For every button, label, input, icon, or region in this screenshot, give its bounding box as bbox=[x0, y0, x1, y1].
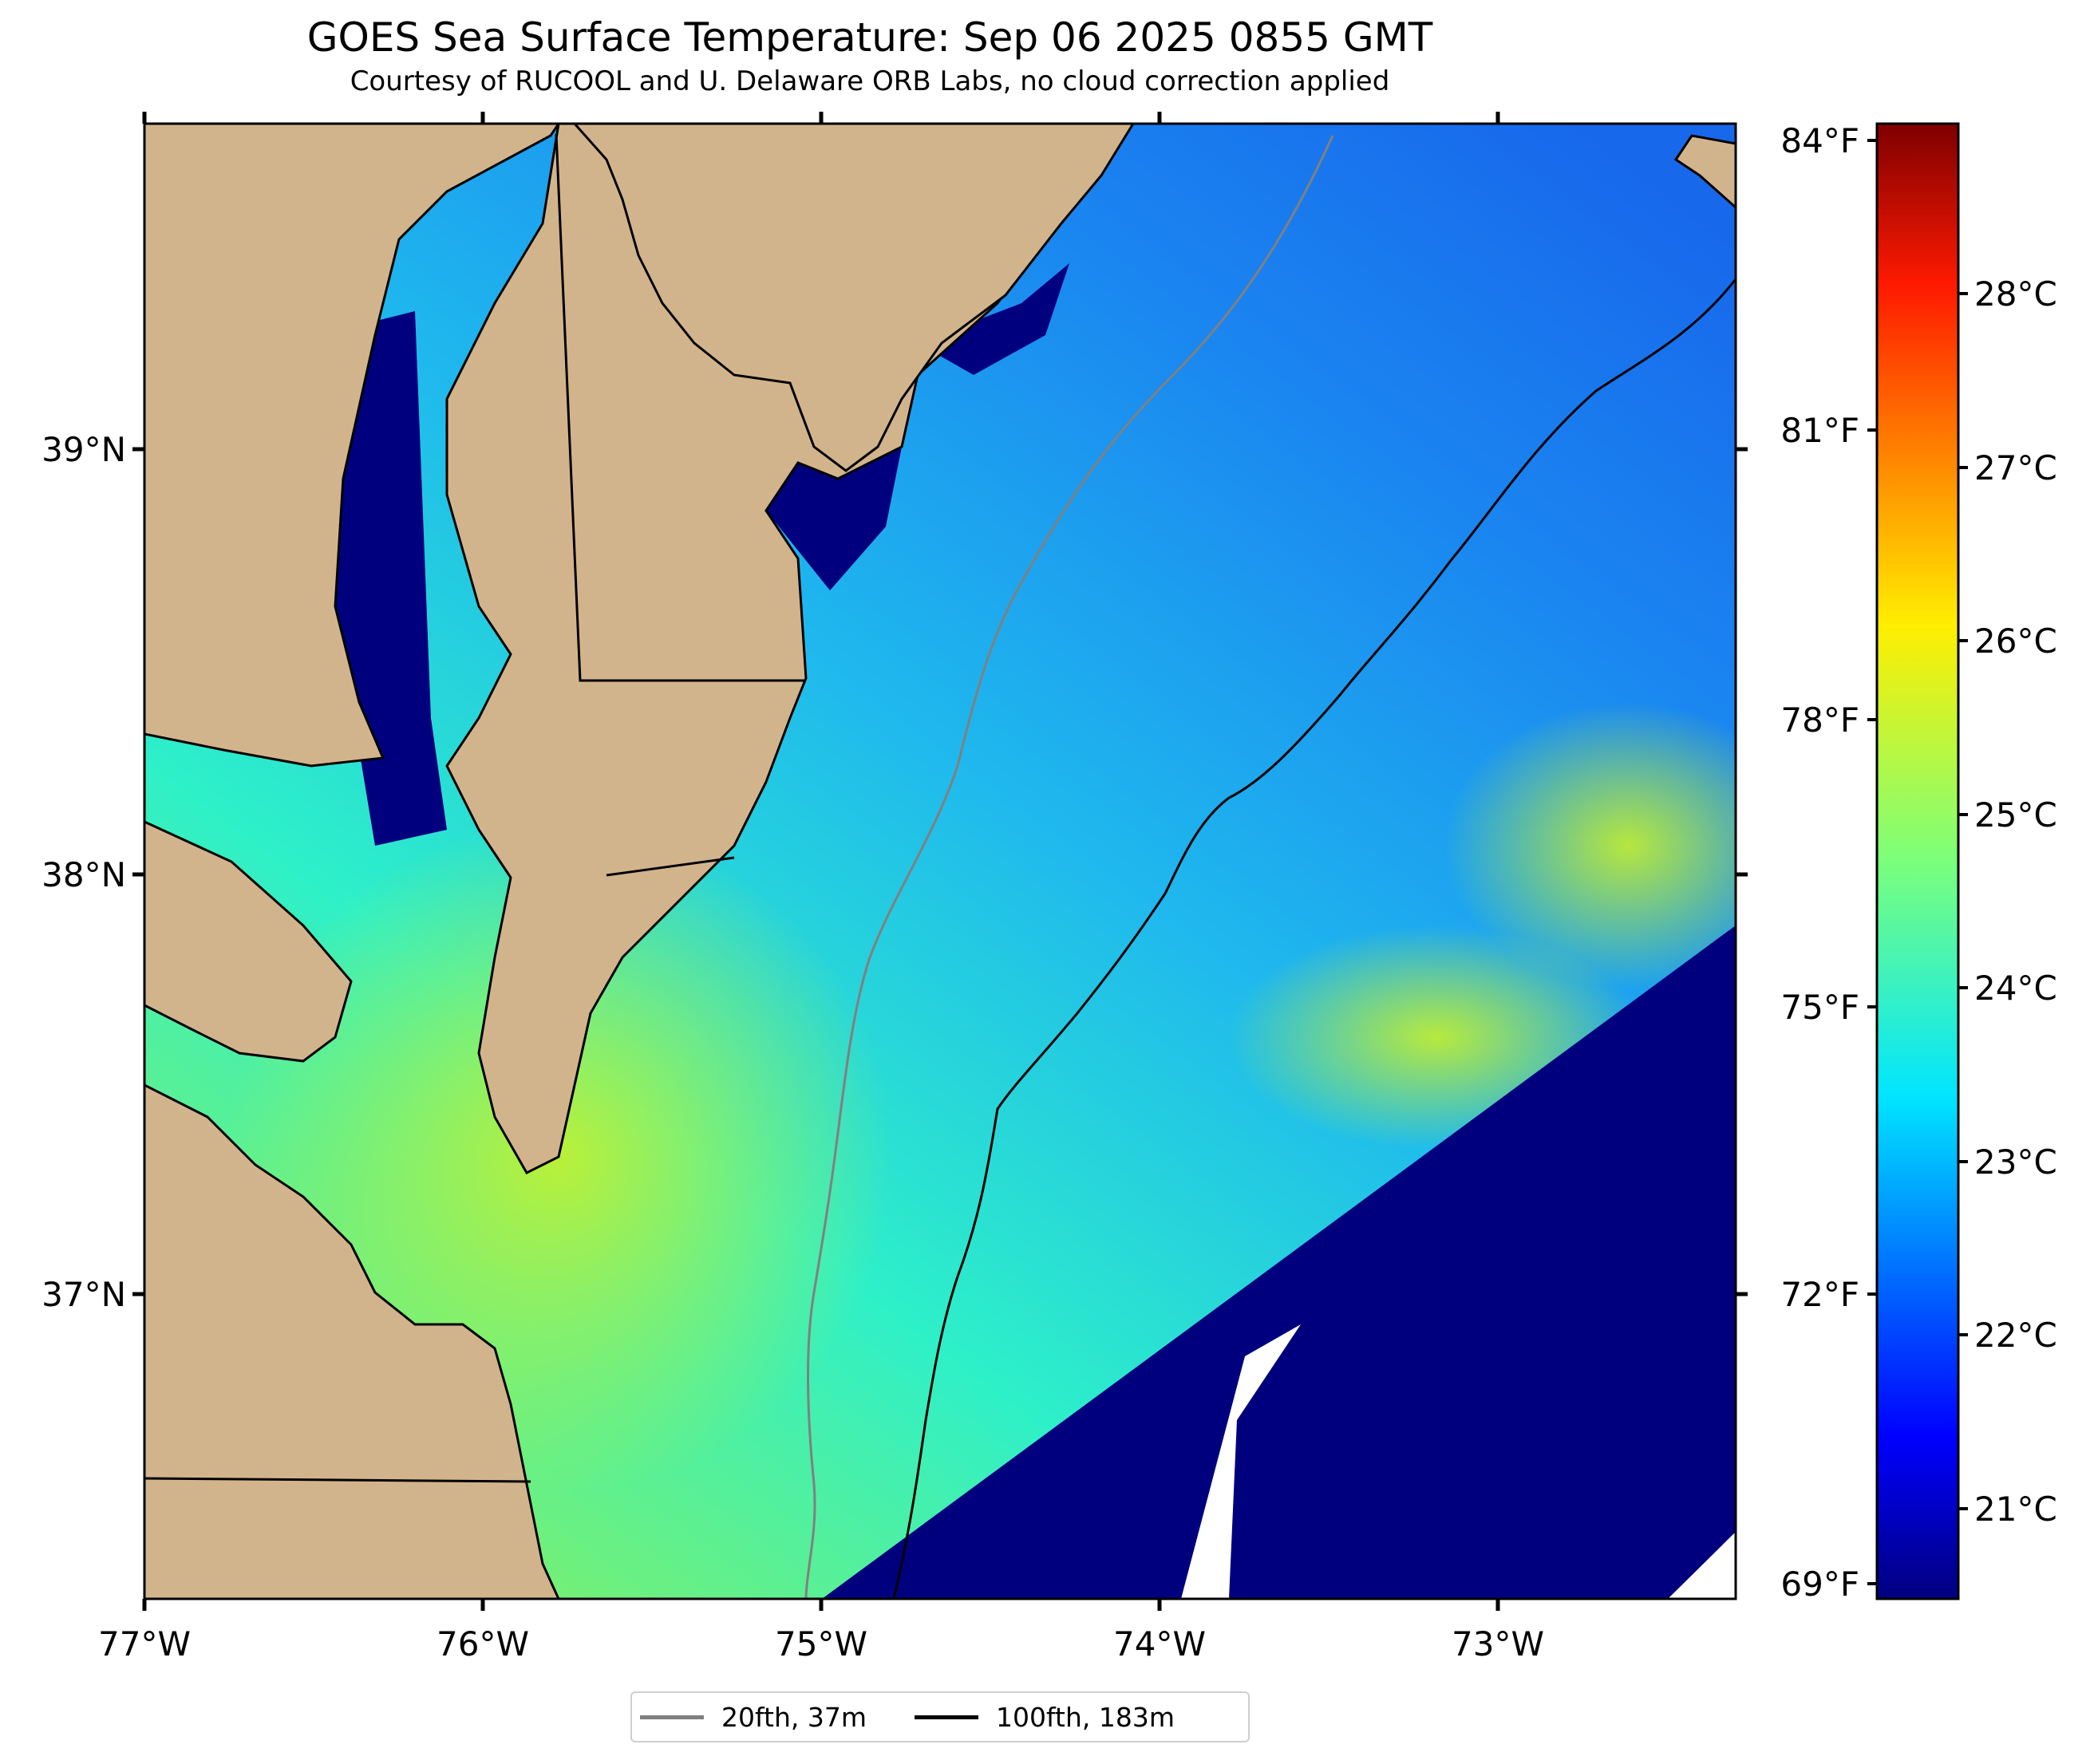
legend-label-100fth: 100fth, 183m bbox=[996, 1701, 1175, 1733]
colorbar-f-75: 75°F bbox=[1780, 988, 1859, 1027]
colorbar-c-21: 21°C bbox=[1974, 1490, 2057, 1529]
map-panel bbox=[144, 124, 1736, 1599]
lon-label-76w: 76°W bbox=[437, 1624, 529, 1663]
land-virginia-south bbox=[144, 1083, 560, 1599]
lat-label-39n: 39°N bbox=[41, 430, 126, 469]
legend-label-20fth: 20fth, 37m bbox=[721, 1701, 867, 1733]
colorbar-c-23: 23°C bbox=[1974, 1142, 2057, 1182]
colorbar-c-24: 24°C bbox=[1974, 969, 2057, 1008]
lat-label-37n: 37°N bbox=[41, 1275, 126, 1314]
land-new-york bbox=[1673, 134, 1736, 210]
border-va-nc bbox=[144, 1477, 531, 1483]
isobath-20fth bbox=[804, 135, 1334, 1599]
land-virginia-west bbox=[144, 820, 353, 1063]
map-frame bbox=[143, 122, 1737, 1600]
colorbar-c-25: 25°C bbox=[1974, 795, 2057, 835]
legend-line-gray bbox=[640, 1715, 704, 1719]
cold-nj-coast bbox=[918, 263, 1069, 375]
isobath-legend: 20fth, 37m 100fth, 183m bbox=[630, 1691, 1250, 1742]
colorbar-f-84: 84°F bbox=[1780, 121, 1859, 160]
lon-label-73w: 73°W bbox=[1452, 1624, 1544, 1663]
legend-line-black bbox=[915, 1715, 978, 1719]
map-title: GOES Sea Surface Temperature: Sep 06 202… bbox=[306, 14, 1433, 61]
colorbar bbox=[1875, 122, 1960, 1600]
colorbar-c-28: 28°C bbox=[1974, 274, 2057, 314]
border-md-va bbox=[606, 856, 735, 877]
map-subtitle: Courtesy of RUCOOL and U. Delaware ORB L… bbox=[350, 65, 1390, 97]
land-new-jersey bbox=[572, 124, 1135, 472]
land-delmarva bbox=[445, 124, 1127, 1174]
lon-label-74w: 74°W bbox=[1113, 1624, 1206, 1663]
nodata-area-corner bbox=[1668, 1532, 1736, 1599]
colorbar-f-81: 81°F bbox=[1780, 411, 1859, 450]
legend-item-100fth: 100fth, 183m bbox=[915, 1702, 1175, 1733]
land-maryland-west bbox=[144, 124, 560, 768]
lat-label-38n: 38°N bbox=[41, 855, 126, 894]
colorbar-c-27: 27°C bbox=[1974, 448, 2057, 487]
lon-label-75w: 75°W bbox=[775, 1624, 867, 1663]
warm-offshore-patch bbox=[1444, 702, 1736, 989]
colorbar-f-ticks bbox=[1867, 139, 1877, 1585]
colorbar-f-78: 78°F bbox=[1780, 700, 1859, 740]
colorbar-f-72: 72°F bbox=[1780, 1275, 1859, 1314]
lat-ticks bbox=[132, 447, 1748, 1296]
legend-item-20fth: 20fth, 37m bbox=[640, 1702, 867, 1733]
colorbar-c-22: 22°C bbox=[1974, 1316, 2057, 1355]
colorbar-c-26: 26°C bbox=[1974, 622, 2057, 661]
colorbar-c-ticks bbox=[1958, 292, 1968, 1510]
lon-label-77w: 77°W bbox=[98, 1624, 191, 1663]
colorbar-f-69: 69°F bbox=[1780, 1565, 1859, 1604]
lon-ticks bbox=[142, 112, 1500, 1611]
border-md-de bbox=[555, 133, 804, 682]
nodata-area-southeast bbox=[1181, 1324, 1301, 1599]
cloud-mask-southeast bbox=[822, 925, 1736, 1599]
isobath-100fth bbox=[892, 278, 1736, 1599]
